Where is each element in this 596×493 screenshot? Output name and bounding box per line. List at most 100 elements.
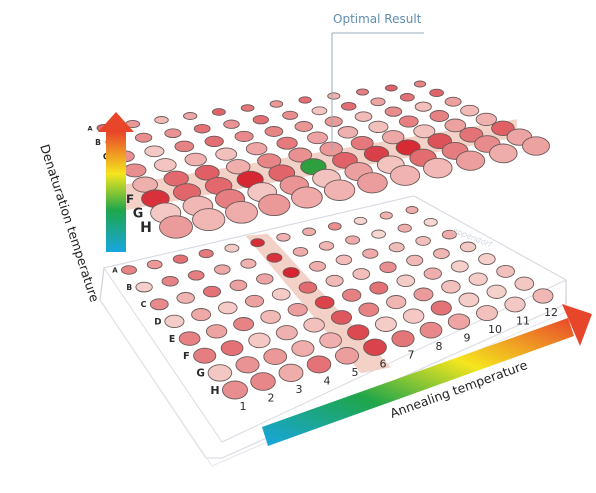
well — [257, 153, 282, 169]
well — [229, 279, 248, 291]
well — [224, 243, 240, 253]
row-label: F — [183, 351, 190, 362]
well — [390, 165, 421, 186]
well — [413, 287, 434, 302]
well — [222, 380, 248, 400]
well — [266, 252, 283, 263]
well — [311, 106, 328, 116]
row-label: H — [140, 220, 152, 236]
well — [191, 308, 212, 322]
bottom-plate-wells — [121, 206, 554, 400]
column-label: 1 — [240, 400, 247, 413]
column-label: 2 — [268, 392, 275, 405]
well — [292, 246, 309, 257]
well — [183, 112, 198, 120]
well — [172, 254, 189, 264]
well — [371, 229, 386, 239]
well — [362, 248, 379, 259]
column-label: 3 — [296, 383, 303, 396]
well — [386, 295, 407, 310]
well — [459, 126, 484, 143]
well — [260, 309, 281, 324]
well — [244, 294, 265, 308]
well — [193, 347, 217, 364]
well — [153, 158, 177, 172]
well — [406, 254, 424, 267]
well — [193, 123, 211, 134]
well — [288, 147, 313, 163]
well — [144, 145, 165, 158]
well — [413, 80, 427, 88]
well — [363, 338, 387, 356]
column-label: 12 — [544, 306, 558, 319]
well — [356, 88, 369, 96]
well — [303, 317, 325, 333]
well — [504, 296, 526, 313]
well — [423, 217, 438, 227]
column-label: 9 — [464, 332, 471, 345]
well — [233, 317, 255, 332]
well — [340, 101, 357, 111]
well — [302, 227, 317, 237]
well — [205, 324, 228, 339]
column-label: 4 — [324, 374, 331, 387]
well — [369, 281, 389, 295]
well — [256, 273, 274, 285]
well — [327, 92, 341, 100]
well — [405, 206, 419, 214]
well — [192, 208, 226, 232]
well — [330, 310, 353, 325]
well — [159, 215, 193, 239]
well — [486, 284, 507, 299]
well — [294, 121, 314, 132]
well — [276, 232, 291, 242]
well — [384, 84, 398, 92]
well — [430, 300, 452, 316]
well — [335, 254, 353, 266]
well — [419, 321, 443, 339]
well — [399, 93, 415, 102]
well — [149, 298, 169, 311]
row-label: A — [112, 266, 118, 274]
well — [444, 118, 467, 133]
column-label: 10 — [488, 323, 502, 336]
well — [357, 172, 388, 194]
well — [178, 331, 201, 346]
well — [134, 132, 153, 143]
well — [314, 295, 335, 310]
well — [319, 141, 343, 157]
well — [476, 305, 498, 322]
well — [489, 143, 518, 164]
well — [459, 241, 477, 253]
row-label: G — [133, 206, 144, 221]
well — [324, 116, 343, 127]
well — [220, 340, 244, 356]
well — [211, 108, 226, 116]
well — [235, 356, 260, 374]
denaturation-axis-label: Denaturation temperature — [37, 142, 102, 304]
well — [455, 150, 486, 171]
well — [164, 314, 185, 329]
well — [354, 111, 373, 122]
well — [318, 241, 335, 251]
well — [379, 261, 397, 273]
well — [204, 135, 224, 148]
well — [327, 222, 342, 231]
well — [325, 274, 344, 287]
well — [215, 147, 238, 161]
well — [441, 280, 461, 294]
top-plate-wells — [96, 80, 550, 239]
well — [398, 115, 419, 128]
well — [347, 324, 370, 341]
column-label: 8 — [436, 340, 443, 353]
well — [460, 104, 480, 117]
well — [198, 249, 214, 259]
well — [458, 292, 480, 308]
well — [429, 88, 444, 98]
well — [450, 260, 469, 273]
well — [350, 135, 374, 151]
well — [132, 176, 158, 193]
well — [176, 292, 195, 304]
